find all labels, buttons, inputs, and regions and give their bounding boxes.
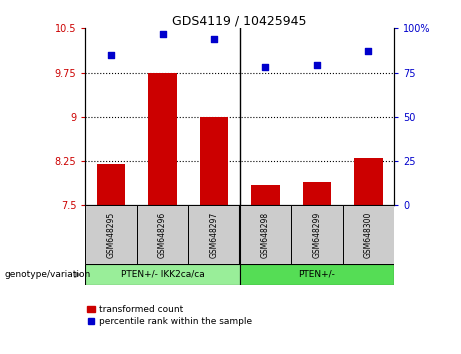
Text: GSM648298: GSM648298	[261, 211, 270, 258]
Point	[210, 36, 218, 42]
Point	[159, 31, 166, 36]
Bar	[354, 158, 383, 205]
Text: GSM648297: GSM648297	[209, 211, 219, 258]
Bar	[343, 205, 394, 264]
Bar	[200, 117, 228, 205]
Text: genotype/variation: genotype/variation	[5, 270, 91, 279]
Bar	[303, 182, 331, 205]
Point	[365, 48, 372, 54]
Point	[313, 63, 320, 68]
Text: GSM648296: GSM648296	[158, 211, 167, 258]
Point	[262, 64, 269, 70]
Bar	[137, 205, 188, 264]
Legend: transformed count, percentile rank within the sample: transformed count, percentile rank withi…	[88, 306, 252, 326]
Bar	[188, 205, 240, 264]
Bar	[148, 73, 177, 205]
Bar	[240, 264, 394, 285]
Bar	[291, 205, 343, 264]
Point	[107, 52, 115, 58]
Bar	[85, 205, 137, 264]
Text: GSM648299: GSM648299	[313, 211, 321, 258]
Bar	[251, 185, 280, 205]
Bar	[97, 164, 125, 205]
Text: GSM648300: GSM648300	[364, 211, 373, 258]
Text: GSM648295: GSM648295	[106, 211, 116, 258]
Bar	[85, 264, 240, 285]
Bar	[240, 205, 291, 264]
Text: PTEN+/- IKK2ca/ca: PTEN+/- IKK2ca/ca	[121, 270, 204, 279]
Title: GDS4119 / 10425945: GDS4119 / 10425945	[172, 14, 307, 27]
Text: PTEN+/-: PTEN+/-	[299, 270, 335, 279]
